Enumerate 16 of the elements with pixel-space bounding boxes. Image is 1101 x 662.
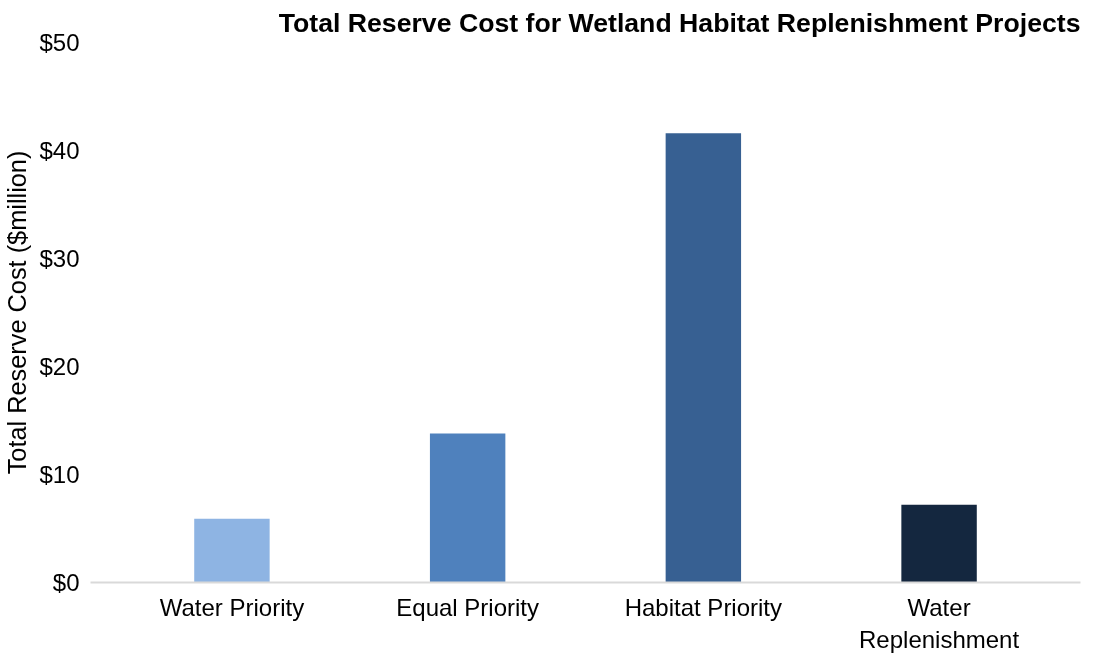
x-tick-label: Equal Priority xyxy=(396,593,540,621)
y-axis-title: Total Reserve Cost ($million) xyxy=(3,150,32,475)
bar xyxy=(194,518,270,583)
y-tick-label: $20 xyxy=(39,353,80,380)
bar xyxy=(665,133,742,583)
x-tick-label: Water Priority xyxy=(159,593,305,621)
bar xyxy=(901,504,977,583)
y-tick-label: $0 xyxy=(52,569,80,596)
y-tick-label: $50 xyxy=(39,29,80,56)
y-tick-label: $30 xyxy=(39,245,80,272)
chart-title: Total Reserve Cost for Wetland Habitat Replenishment Projects xyxy=(278,7,1081,38)
y-tick-label: $40 xyxy=(39,137,80,164)
bar xyxy=(429,433,506,583)
x-tick-label: Water Replenishment xyxy=(859,593,1020,653)
y-tick-label: $10 xyxy=(39,461,80,488)
x-tick-label: Habitat Priority xyxy=(624,593,783,621)
